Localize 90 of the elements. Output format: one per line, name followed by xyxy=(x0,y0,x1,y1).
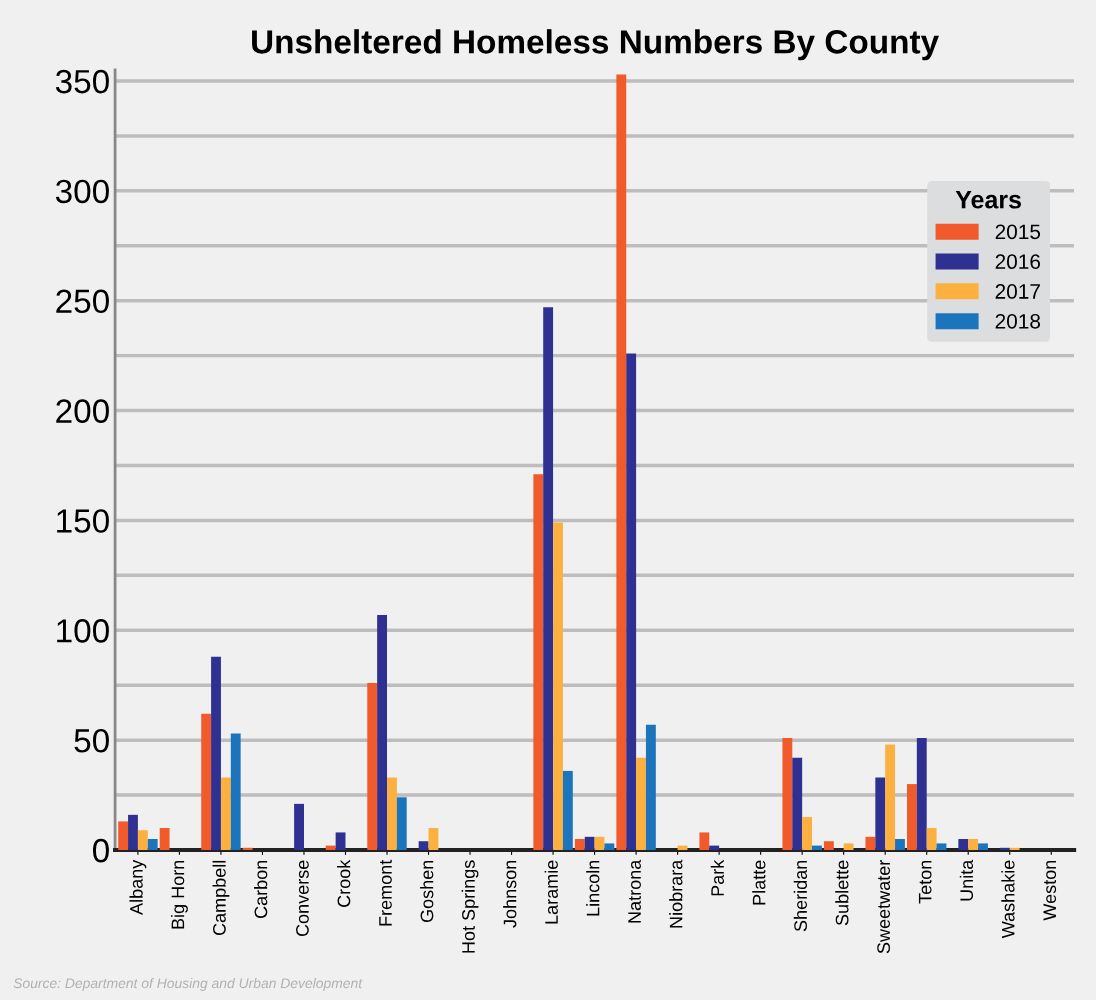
bar xyxy=(802,817,813,850)
legend-title: Years xyxy=(955,191,1021,209)
bar xyxy=(584,836,595,850)
bar xyxy=(936,843,947,850)
y-tick-label: 50 xyxy=(74,728,109,753)
bar xyxy=(387,777,397,850)
legend-label: 2016 xyxy=(995,254,1041,270)
x-tick-label: Platte xyxy=(752,860,766,905)
bar xyxy=(926,828,937,850)
source-note: Source: Department of Housing and Urban Development xyxy=(13,977,363,991)
bar xyxy=(147,839,158,850)
x-tick-label: Natrona xyxy=(628,859,641,923)
x-tick-label: Big Horn xyxy=(171,860,188,929)
y-tick-label: 100 xyxy=(57,619,109,643)
x-tick-label: Crook xyxy=(337,859,351,907)
bar xyxy=(843,843,854,850)
bar xyxy=(792,757,803,850)
chart-title: Unsheltered Homeless Numbers By County xyxy=(252,29,939,61)
bar xyxy=(865,836,876,850)
bar xyxy=(230,733,241,850)
bar xyxy=(978,843,988,850)
bar xyxy=(968,839,979,850)
x-tick-label: Johnson xyxy=(503,860,517,928)
bar xyxy=(906,784,917,850)
bar xyxy=(645,724,656,850)
bar xyxy=(626,353,637,850)
bar xyxy=(616,74,627,850)
bar xyxy=(553,522,563,850)
y-tick-label: 250 xyxy=(56,289,109,314)
bar xyxy=(916,737,927,850)
x-tick-label: Park xyxy=(710,859,724,896)
x-tick-label: Unita xyxy=(959,859,974,901)
x-tick-label: Campbell xyxy=(212,860,230,936)
legend-label: 2018 xyxy=(995,313,1041,329)
bar xyxy=(211,656,221,850)
bar xyxy=(128,814,138,850)
x-tick-label: Converse xyxy=(296,860,309,937)
bar xyxy=(823,841,834,850)
y-tick-label: 0 xyxy=(92,838,109,863)
x-tick-label: Sweetwater xyxy=(877,860,891,954)
bar xyxy=(242,847,253,850)
y-tick-label: 300 xyxy=(55,179,109,204)
x-tick-label: Laramie xyxy=(544,860,558,924)
x-tick-label: Fremont xyxy=(379,859,392,926)
bar xyxy=(875,777,886,850)
bar xyxy=(574,839,585,850)
bar xyxy=(604,843,615,850)
legend-label: 2015 xyxy=(995,224,1041,240)
bar xyxy=(335,832,346,850)
bar xyxy=(325,845,336,850)
bar xyxy=(220,777,231,850)
bar xyxy=(999,847,1010,850)
y-tick-label: 350 xyxy=(55,69,109,94)
bar xyxy=(201,713,212,850)
bar xyxy=(1009,847,1020,850)
x-tick-label: Lincoln xyxy=(586,860,600,916)
bar xyxy=(636,757,646,850)
x-tick-label: Goshen xyxy=(420,860,434,923)
bar xyxy=(396,797,407,850)
bar xyxy=(137,830,148,850)
bar xyxy=(294,803,304,850)
x-tick-label: Carbon xyxy=(254,860,268,919)
x-tick-label: Niobrara xyxy=(669,859,683,928)
bar xyxy=(367,683,378,850)
bar xyxy=(562,770,573,850)
bar xyxy=(782,737,793,850)
x-tick-label: Albany xyxy=(129,859,147,915)
y-tick-label: 150 xyxy=(57,509,109,533)
x-tick-label: Teton xyxy=(918,860,932,904)
bar xyxy=(709,845,720,850)
bar xyxy=(118,821,129,850)
x-tick-label: Hot Springs xyxy=(461,860,479,953)
bar xyxy=(159,828,170,850)
bar xyxy=(418,841,429,850)
bar xyxy=(885,744,896,850)
bar xyxy=(958,839,969,850)
y-tick-label: 200 xyxy=(56,399,109,423)
x-tick-label: Sheridan xyxy=(793,860,807,932)
bar xyxy=(594,836,605,850)
bar xyxy=(699,832,710,850)
bar xyxy=(812,845,822,850)
bar xyxy=(377,614,387,850)
x-tick-label: Washakie xyxy=(1001,860,1015,939)
bar xyxy=(895,839,905,850)
x-tick-label: Weston xyxy=(1043,860,1057,921)
legend-label: 2017 xyxy=(995,284,1040,299)
x-tick-label: Sublette xyxy=(835,860,849,926)
bar xyxy=(543,307,554,850)
bar xyxy=(533,474,544,850)
bar xyxy=(428,828,439,850)
